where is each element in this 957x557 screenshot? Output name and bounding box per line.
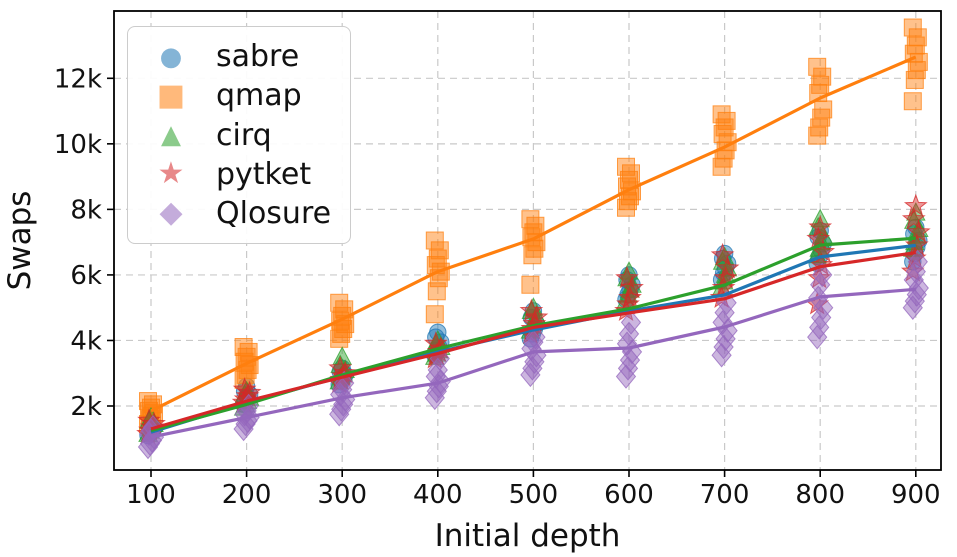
legend-label: cirq (216, 117, 272, 153)
y-tick-label: 10k (54, 130, 102, 160)
legend-label: Qlosure (216, 195, 332, 231)
y-axis-label: Swaps (2, 191, 38, 291)
star-marker-icon: ★ (157, 156, 185, 192)
x-tick-label: 100 (126, 480, 176, 510)
y-tick-label: 2k (70, 392, 102, 422)
x-tick-label: 500 (509, 480, 559, 510)
x-tick-label: 600 (604, 480, 654, 510)
series-qmap-line (150, 55, 917, 413)
x-tick-label: 300 (317, 480, 367, 510)
series-Qlosure-line (150, 287, 916, 439)
triangle-marker-icon: ▲ (161, 120, 181, 150)
legend: ● sabre ■ qmap ▲ cirq ★ pytket ◆ Qlosure (127, 26, 351, 244)
y-tick-label: 8k (70, 195, 102, 225)
axes-ticks-labels: 100 200 300 400 500 600 700 800 900 2k 4k 6k 8k 10k 12… (2, 64, 941, 554)
x-tick-label: 700 (700, 480, 750, 510)
x-tick-label: 800 (795, 480, 845, 510)
y-tick-label: 4k (70, 326, 102, 356)
legend-label: sabre (216, 39, 300, 75)
plot-border (113, 10, 942, 471)
legend-item-sabre: ● sabre (154, 37, 334, 76)
x-tick-label: 900 (891, 480, 941, 510)
square-marker-icon: ■ (156, 77, 186, 113)
legend-item-qmap: ■ qmap (154, 76, 334, 115)
x-axis-label: Initial depth (435, 518, 621, 554)
y-tick-label: 6k (70, 261, 102, 291)
legend-label: pytket (216, 156, 312, 192)
legend-item-cirq: ▲ cirq (154, 115, 334, 154)
legend-label: qmap (216, 78, 302, 114)
legend-item-pytket: ★ pytket (154, 155, 334, 194)
x-tick-label: 400 (413, 480, 463, 510)
diamond-marker-icon: ◆ (159, 195, 183, 231)
y-tick-label: 12k (54, 64, 102, 94)
x-tick-label: 200 (222, 480, 272, 510)
circle-marker-icon: ● (159, 41, 183, 72)
series-pytket-line (150, 251, 917, 431)
legend-item-Qlosure: ◆ Qlosure (154, 194, 334, 233)
